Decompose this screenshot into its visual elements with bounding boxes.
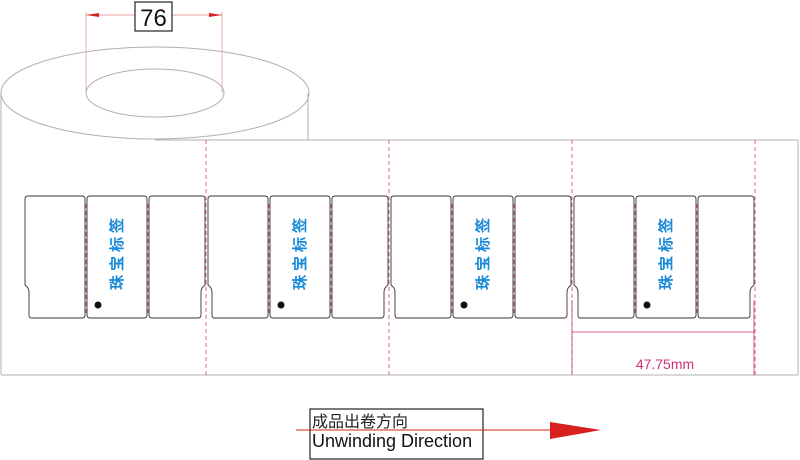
label-panel-outline xyxy=(24,195,86,319)
label-group: 珠宝标签 xyxy=(207,140,390,375)
unwinding-direction: 成品出卷方向 Unwinding Direction xyxy=(296,408,601,460)
arrowhead-icon xyxy=(209,13,222,17)
arrowhead-icon xyxy=(86,13,99,17)
roll-core xyxy=(85,68,225,118)
label-panel-outline xyxy=(207,195,269,319)
label-panel-outline xyxy=(269,195,331,319)
hanging-hole-icon xyxy=(643,301,651,309)
label-group: 珠宝标签 xyxy=(24,140,207,375)
label-panel-outline xyxy=(635,195,697,319)
direction-arrow-icon xyxy=(550,422,601,439)
label-groups: 珠宝标签 珠宝标签 珠宝标签 珠宝标签 xyxy=(24,140,756,375)
label-panel-outline xyxy=(514,195,572,319)
hanging-hole-icon xyxy=(94,301,102,309)
label-panel-outline xyxy=(148,195,206,319)
label-group: 珠宝标签 xyxy=(573,140,756,375)
label-strip xyxy=(1,139,799,376)
roll-outer-edge xyxy=(0,46,310,140)
label-panel-outline xyxy=(390,195,452,319)
label-roll xyxy=(0,46,310,375)
label-text: 珠宝标签 xyxy=(108,214,126,290)
core-dimension: 76 xyxy=(85,1,223,93)
label-text: 珠宝标签 xyxy=(291,214,309,290)
core-dimension-value: 76 xyxy=(140,5,167,32)
dimension-box xyxy=(134,1,173,32)
label-group: 珠宝标签 xyxy=(390,140,573,375)
direction-chinese: 成品出卷方向 xyxy=(312,412,408,431)
direction-box xyxy=(309,408,484,460)
hanging-hole-icon xyxy=(277,301,285,309)
direction-english: Unwinding Direction xyxy=(312,431,472,451)
label-panel-outline xyxy=(452,195,514,319)
label-text: 珠宝标签 xyxy=(657,214,675,290)
pitch-dimension: 47.75mm xyxy=(571,300,755,375)
label-panel-outline xyxy=(331,195,389,319)
pitch-dimension-value: 47.75mm xyxy=(636,356,694,372)
label-panel-outline xyxy=(697,195,755,319)
label-panel-outline xyxy=(573,195,635,319)
label-panel-outline xyxy=(86,195,148,319)
label-text: 珠宝标签 xyxy=(474,214,492,290)
hanging-hole-icon xyxy=(460,301,468,309)
